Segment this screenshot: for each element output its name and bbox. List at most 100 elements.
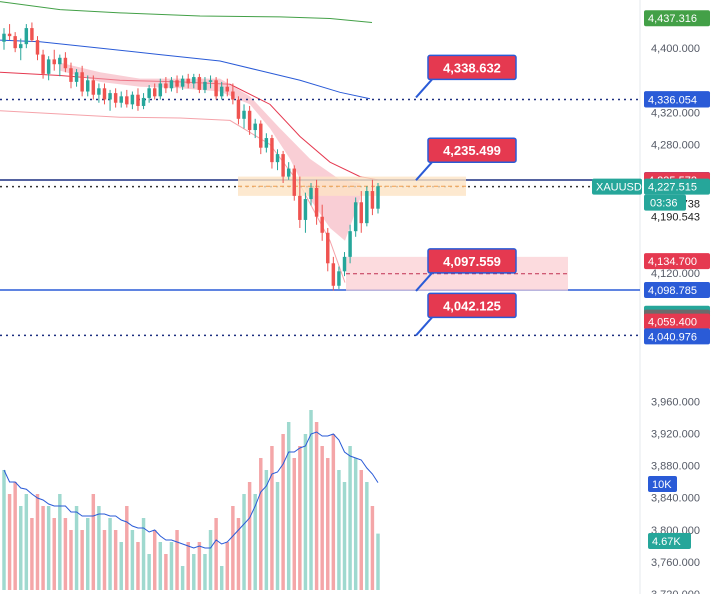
candle-body [80, 72, 84, 92]
volume-bar-38 [214, 518, 218, 590]
candle-31 [175, 75, 179, 94]
volume-bar-29 [164, 554, 168, 590]
candle-body [7, 33, 12, 37]
volume-bar-28 [158, 542, 163, 590]
volume-tag-label: 10K [652, 479, 672, 491]
candle-body [309, 187, 313, 200]
volume-bar-15 [86, 518, 90, 590]
price-tag[interactable]: 4,059.400 [644, 313, 710, 330]
callout-0[interactable]: 4,338.632 [415, 54, 517, 99]
candle-body [292, 168, 296, 196]
candle-body [74, 72, 79, 82]
price-tag-label: 4,040.976 [648, 331, 697, 343]
volume-bar-36 [203, 554, 207, 590]
volume-bar-53 [298, 446, 302, 590]
volume-bar-14 [80, 530, 84, 590]
candle-55 [309, 183, 313, 206]
volume-bar-32 [180, 566, 185, 590]
countdown-box [644, 194, 686, 211]
price-axis[interactable]: 4,400.0004,320.0004,280.0004,120.0004,10… [592, 10, 710, 594]
price-tick-label: 3,960.000 [651, 396, 700, 408]
volume-bar-7 [41, 506, 45, 590]
candle-48 [270, 134, 274, 169]
volume-bar-52 [292, 458, 296, 590]
candle-41 [231, 83, 235, 105]
candle-body [164, 83, 168, 89]
candle-29 [164, 77, 168, 94]
ema-cloud [60, 62, 360, 241]
candle-body [219, 86, 224, 97]
volume-bar-50 [281, 434, 285, 590]
candle-12 [69, 62, 73, 89]
symbol-tag[interactable]: XAUUSD [592, 178, 642, 195]
price-tag[interactable]: 4,336.054 [644, 91, 710, 108]
candle-body [97, 88, 101, 95]
candle-body [24, 28, 29, 45]
candle-35 [197, 73, 202, 94]
price-tick-label: 3,840.000 [651, 493, 700, 505]
candle-body [175, 80, 179, 87]
candle-body [58, 57, 62, 65]
volume-bar-34 [192, 554, 196, 590]
callout-3[interactable]: 4,042.125 [415, 292, 517, 337]
candle-body [119, 96, 123, 103]
price-callouts[interactable]: 4,338.632 4,235.499 4,097.559 4,042.125 [415, 54, 517, 337]
price-tag-label: 4,336.054 [648, 94, 697, 106]
candle-body [286, 168, 291, 177]
candle-3 [19, 38, 23, 61]
volume-bars [2, 410, 380, 590]
candle-body [331, 263, 336, 286]
volume-bar-21 [119, 542, 123, 590]
volume-bar-46 [259, 458, 263, 590]
price-tag[interactable]: 4,227.515 [644, 178, 710, 195]
candle-body [35, 40, 40, 55]
volume-bar-27 [152, 530, 157, 590]
volume-bar-63 [353, 458, 358, 590]
candle-body [197, 77, 202, 90]
volume-bar-45 [253, 494, 257, 590]
price-tick-label: 4,400.000 [651, 43, 700, 55]
candle-67 [376, 183, 380, 214]
price-tag[interactable]: 4,098.785 [644, 281, 710, 298]
candle-body [130, 94, 135, 105]
candle-body [86, 80, 90, 92]
candle-4 [24, 24, 29, 49]
volume-bar-61 [342, 482, 347, 590]
candle-26 [147, 85, 151, 103]
volume-bar-11 [63, 518, 68, 590]
volume-bar-49 [275, 482, 280, 590]
volume-bar-3 [19, 506, 23, 590]
price-tag-box [644, 178, 710, 195]
volume-bar-4 [24, 494, 29, 590]
volume-tag-label: 4.67K [652, 536, 681, 548]
price-tag-box [644, 328, 710, 345]
callout-2[interactable]: 4,097.559 [415, 248, 517, 292]
candle-body [19, 44, 23, 49]
candle-53 [298, 176, 302, 228]
callout-1[interactable]: 4,235.499 [415, 137, 517, 181]
price-tag[interactable]: 4,134.700 [644, 253, 710, 270]
price-tag[interactable]: 4,437.316 [644, 10, 710, 27]
candle-28 [158, 78, 163, 100]
price-tick-label: 3,880.000 [651, 461, 700, 473]
countdown-label: 03:36 [650, 198, 678, 210]
volume-bar-44 [247, 482, 252, 590]
candle-0 [2, 28, 6, 50]
candle-body [342, 256, 347, 272]
price-tag-box [644, 313, 710, 330]
candle-33 [186, 73, 190, 89]
volume-bar-24 [136, 542, 140, 590]
candle-44 [247, 105, 252, 135]
candle-body [147, 88, 151, 98]
price-tag[interactable]: 4,040.976 [644, 328, 710, 345]
candle-62 [348, 224, 352, 264]
price-tick-label: 4,320.000 [651, 107, 700, 119]
volume-bar-10 [58, 494, 62, 590]
candle-42 [236, 96, 241, 125]
candle-body [186, 78, 190, 84]
candle-body [281, 154, 285, 177]
candle-body [169, 80, 174, 89]
candle-43 [242, 104, 246, 129]
